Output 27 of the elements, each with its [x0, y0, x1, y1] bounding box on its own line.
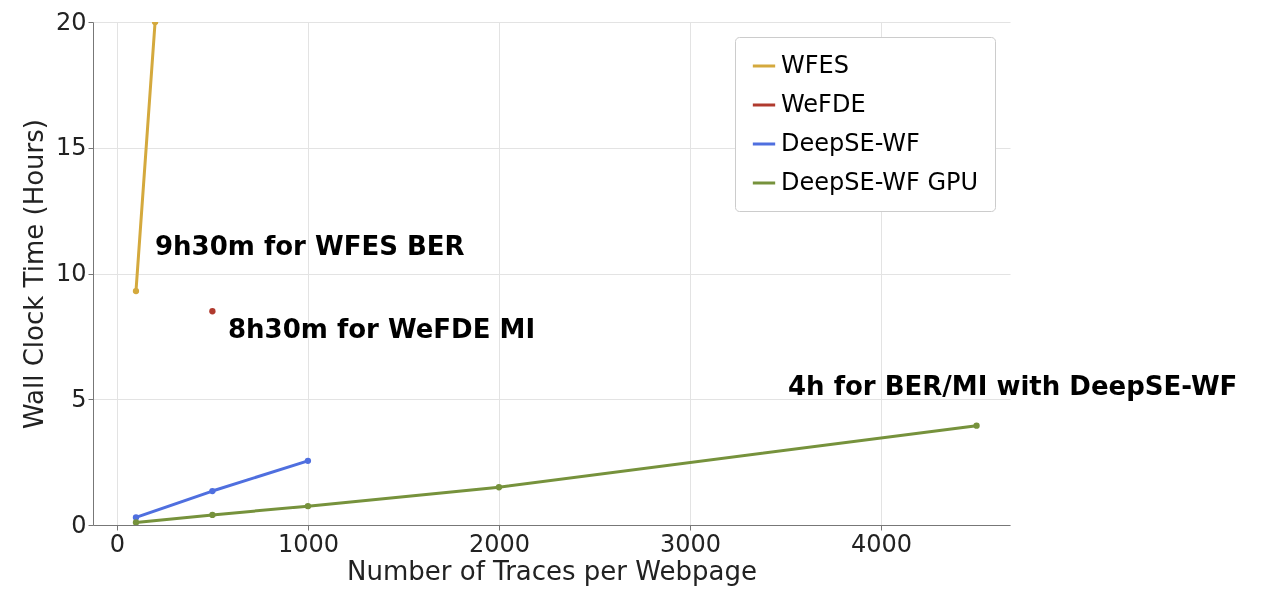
point [304, 457, 312, 465]
y-tick-label: 0 [71, 510, 87, 539]
x-tick-label: 4000 [851, 529, 913, 558]
y-tick-label: 10 [55, 259, 87, 287]
annotation: 9h30m for WFES BER [155, 231, 465, 261]
point [304, 502, 312, 510]
annotation: 4h for BER/MI with DeepSE-WF [788, 371, 1238, 401]
point [973, 422, 980, 429]
legend-label: DeepSE-WF GPU [781, 168, 979, 196]
legend-label: WFES [781, 51, 849, 79]
x-tick-label: 3000 [659, 529, 722, 558]
x-tick-label: 0 [109, 529, 126, 558]
y-tick-label: 20 [55, 7, 87, 36]
y-axis-title: Wall Clock Time (Hours) [18, 119, 49, 429]
point [132, 287, 140, 295]
point [132, 519, 140, 525]
legend-label: WeFDE [781, 90, 866, 118]
x-axis-title: Number of Traces per Webpage [347, 555, 757, 586]
y-tick-label: 5 [71, 384, 87, 413]
y-tick-label: 15 [55, 133, 87, 162]
annotation: 8h30m for WeFDE MI [228, 314, 536, 344]
point [495, 484, 503, 491]
point [209, 511, 216, 519]
legend-label: DeepSE-WF [781, 129, 920, 157]
point [209, 487, 216, 495]
x-tick-label: 1000 [277, 529, 339, 558]
x-tick-label: 2000 [468, 529, 530, 558]
